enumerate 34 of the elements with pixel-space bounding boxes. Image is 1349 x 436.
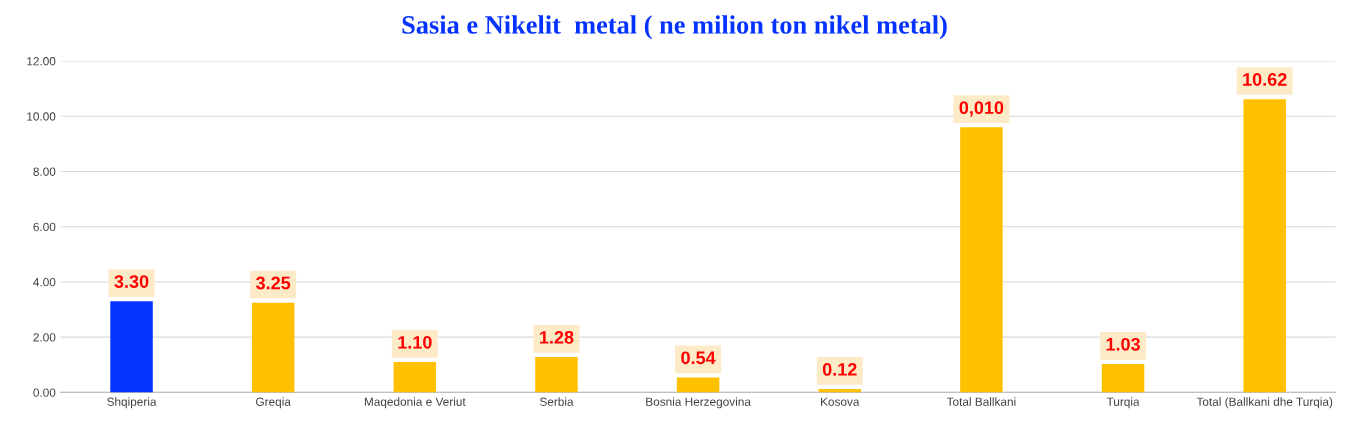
annotation: 0,010 (959, 101, 1004, 117)
bar (676, 377, 720, 393)
y-tick-label: 0.00 (33, 388, 56, 397)
y-tick-label: 8.00 (33, 167, 56, 176)
y-tick-label: 6.00 (33, 222, 56, 232)
data-label: 0.12 (822, 363, 857, 376)
x-tick-label: Maqedonia e Veriut (364, 397, 466, 409)
bar (1243, 99, 1286, 393)
x-tick-label: Total Ballkani (946, 397, 1016, 406)
x-tick-label: Bosnia Herzegovina (646, 397, 751, 409)
data-label: 3.25 (256, 276, 291, 290)
bar (960, 127, 1003, 393)
bar (251, 302, 295, 393)
data-label: 0.54 (681, 351, 716, 365)
bar (110, 301, 153, 393)
y-tick-label: 12.00 (27, 57, 56, 66)
y-tick-label: 4.00 (33, 277, 56, 287)
y-tick-label: 2.00 (33, 333, 56, 342)
data-label: 10.62 (1243, 73, 1287, 86)
x-tick-label: Shqiperia (107, 397, 157, 409)
bar (393, 362, 437, 393)
x-tick-label: Kosova (821, 397, 860, 406)
data-label: 1.03 (1106, 337, 1140, 351)
x-tick-label: Serbia (539, 397, 574, 406)
data-label: 1.10 (398, 335, 432, 349)
x-tick-label: Total (Ballkani dhe Turqia) (1196, 397, 1333, 409)
bar (535, 357, 578, 393)
chart-title: Sasia e Nikelit metal ( ne milion ton nikel metal) (402, 15, 947, 40)
x-tick-label: Turqia (1106, 397, 1140, 409)
x-tick-label: Greqia (256, 397, 291, 409)
bar (1101, 363, 1145, 393)
y-tick-label: 10.00 (27, 112, 56, 121)
data-label: 3.30 (114, 275, 149, 289)
data-label: 1.28 (540, 330, 574, 344)
